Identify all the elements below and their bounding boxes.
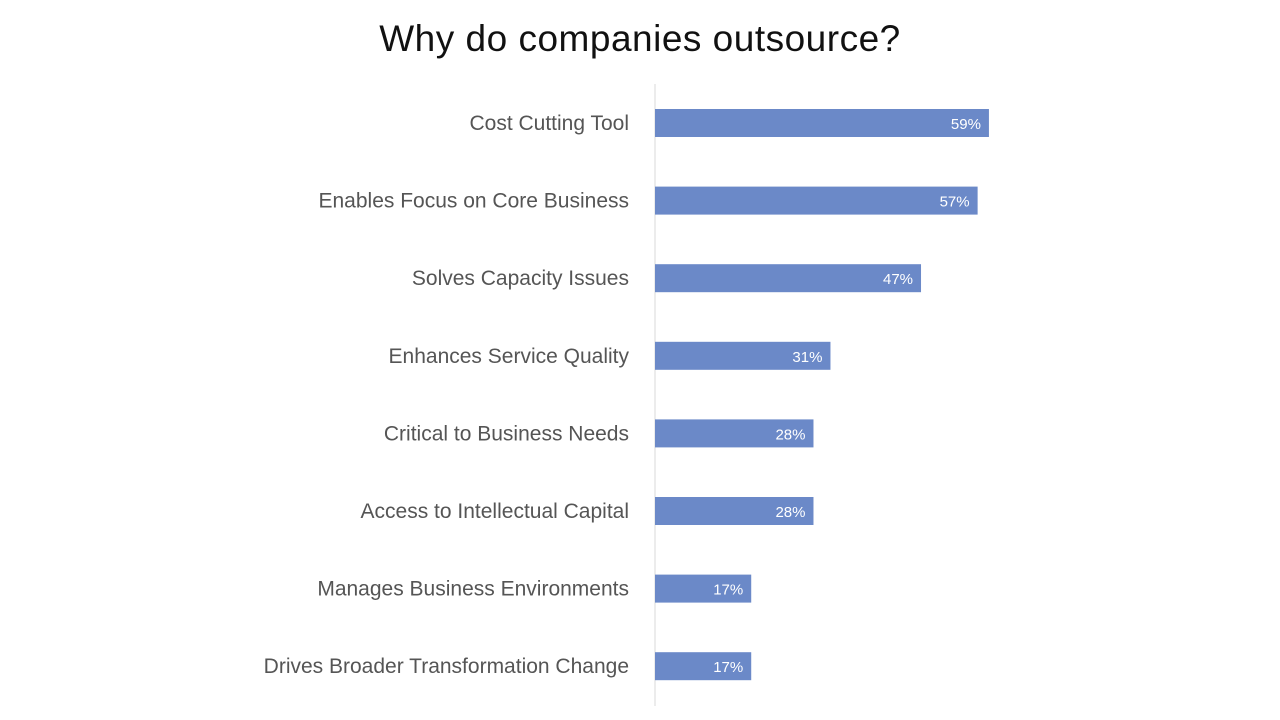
bar xyxy=(655,497,814,525)
category-label: Drives Broader Transformation Change xyxy=(264,655,629,678)
category-label: Access to Intellectual Capital xyxy=(361,500,629,523)
data-label: 28% xyxy=(775,504,805,521)
bar xyxy=(655,574,752,603)
data-label: 28% xyxy=(775,426,805,443)
category-label: Enhances Service Quality xyxy=(389,345,630,368)
category-label: Manages Business Environments xyxy=(317,578,629,601)
bar xyxy=(655,419,814,448)
bar xyxy=(655,264,922,293)
data-label: 17% xyxy=(713,582,743,599)
data-label: 47% xyxy=(883,271,913,288)
bar xyxy=(655,109,989,137)
category-label: Critical to Business Needs xyxy=(384,422,629,445)
category-label: Solves Capacity Issues xyxy=(412,267,629,290)
data-label: 17% xyxy=(713,659,743,676)
chart-title: Why do companies outsource? xyxy=(379,18,901,59)
data-label: 59% xyxy=(951,116,981,133)
bar xyxy=(655,652,752,681)
category-label: Enables Focus on Core Business xyxy=(319,190,630,213)
data-label: 31% xyxy=(792,349,822,366)
category-label: Cost Cutting Tool xyxy=(469,112,629,135)
data-label: 57% xyxy=(940,194,970,211)
bar xyxy=(655,186,978,215)
bar xyxy=(655,341,831,370)
